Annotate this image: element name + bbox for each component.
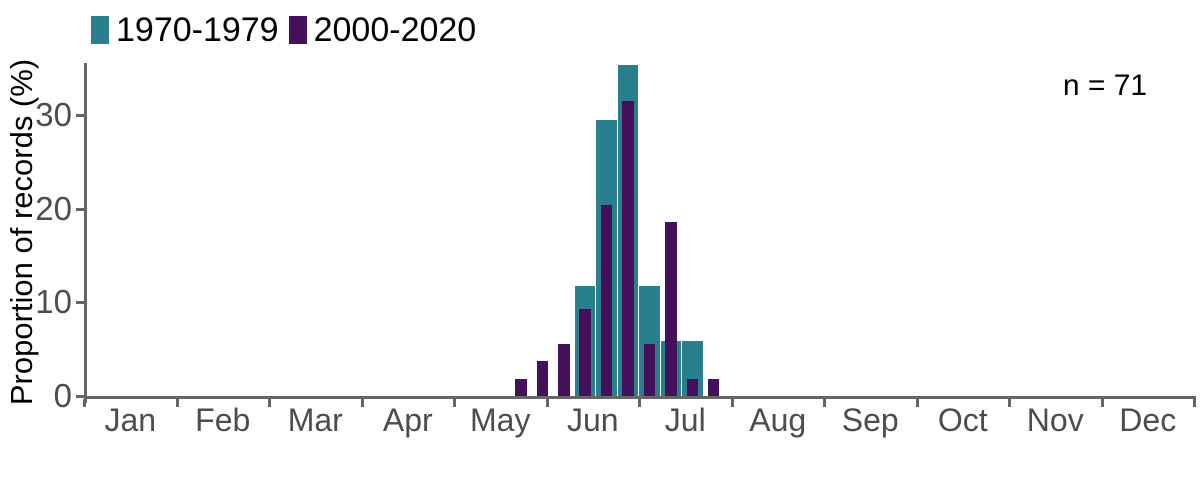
- legend-label-2000-2020: 2000-2020: [313, 11, 477, 49]
- x-axis-tick: [545, 399, 549, 407]
- bar-2000-2020-bin-3: [558, 343, 570, 396]
- bar-2000-2020-bin-10: [707, 378, 720, 396]
- y-axis-tick-label: 30: [35, 95, 72, 133]
- y-axis-tick: [76, 301, 84, 305]
- x-axis-tick: [360, 399, 364, 407]
- y-axis-tick-label: 0: [53, 377, 72, 414]
- x-axis-label-sep: Sep: [841, 402, 899, 438]
- legend: 1970-1979 2000-2020: [91, 13, 476, 47]
- x-axis-label-jan: Jan: [104, 402, 157, 438]
- x-axis-label-aug: Aug: [749, 402, 807, 438]
- legend-label-1970-1979: 1970-1979: [116, 11, 279, 49]
- x-axis-label-oct: Oct: [937, 402, 988, 438]
- x-axis-label-mar: Mar: [287, 402, 343, 438]
- x-axis-tick: [915, 399, 919, 407]
- x-axis-tick: [730, 399, 734, 407]
- legend-swatch-1970-1979-icon: [91, 16, 109, 44]
- x-axis-tick: [268, 399, 271, 407]
- x-axis-label-jul: Jul: [664, 402, 706, 438]
- x-axis-tick: [1193, 399, 1196, 407]
- x-axis-label-nov: Nov: [1026, 402, 1084, 438]
- x-axis-tick: [83, 399, 86, 407]
- x-axis-label-may: May: [470, 402, 531, 438]
- y-axis-tick: [76, 113, 84, 117]
- x-axis-label-dec: Dec: [1119, 402, 1177, 438]
- legend-item-2000-2020: 2000-2020: [288, 11, 477, 49]
- legend-swatch-2000-2020-icon: [288, 16, 307, 44]
- y-axis-tick: [76, 395, 84, 398]
- y-axis-line: [84, 63, 87, 403]
- x-axis-line: [84, 396, 1196, 399]
- bar-2000-2020-bin-6: [622, 101, 634, 396]
- bar-2000-2020-bin-7: [643, 343, 656, 396]
- x-axis-tick: [1100, 399, 1104, 407]
- sample-size-annotation: n = 71: [1062, 69, 1148, 102]
- bar-2000-2020-bin-5: [600, 205, 613, 396]
- x-axis-label-apr: Apr: [382, 402, 433, 438]
- bar-2000-2020-bin-9: [686, 378, 699, 396]
- bar-2000-2020-bin-4: [579, 309, 591, 396]
- bar-2000-2020-bin-8: [665, 222, 677, 396]
- x-axis-tick: [453, 399, 456, 407]
- legend-item-1970-1979: 1970-1979: [91, 13, 279, 47]
- x-axis-tick: [175, 399, 179, 407]
- x-axis-tick: [823, 399, 826, 407]
- bar-2000-2020-bin-2: [536, 361, 549, 396]
- y-axis-tick: [76, 207, 84, 211]
- y-axis-tick-label: 10: [35, 283, 72, 321]
- x-axis-tick: [1008, 399, 1011, 407]
- x-axis-tick: [638, 399, 641, 407]
- y-axis-tick-label: 20: [35, 189, 72, 227]
- bar-2000-2020-bin-1: [515, 378, 527, 396]
- x-axis-label-feb: Feb: [195, 402, 251, 438]
- x-axis-label-jun: Jun: [566, 402, 619, 438]
